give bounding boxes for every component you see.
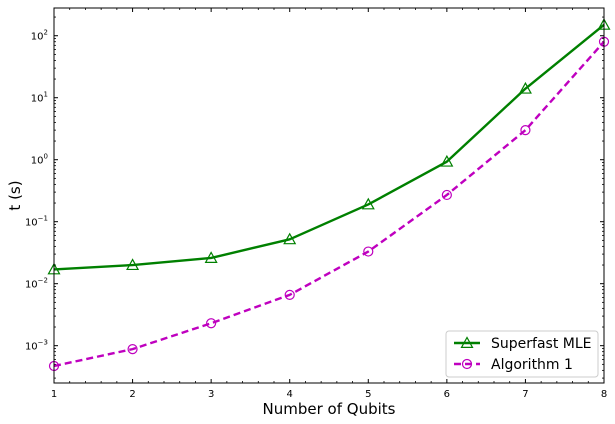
x-tick-label: 8: [601, 389, 607, 400]
legend-box: [445, 330, 599, 378]
data-point: [204, 251, 218, 263]
y-tick-exponent: 2: [44, 29, 48, 37]
y-tick-base: 10: [31, 94, 44, 105]
y-tick-exponent: 0: [44, 153, 48, 161]
legend-marker: [460, 336, 474, 348]
x-axis-title: Number of Qubits: [263, 400, 396, 418]
y-tick-label: 102: [31, 29, 48, 43]
data-point: [127, 344, 138, 355]
data-point: [518, 81, 532, 94]
y-tick-base: 10: [25, 280, 38, 291]
x-tick-labels: 1 2 3 4 5 6 7 8: [51, 389, 607, 400]
data-point: [283, 232, 297, 245]
data-point: [361, 197, 375, 210]
data-point: [363, 246, 374, 257]
data-point: [520, 125, 531, 136]
x-tick-label: 7: [522, 389, 528, 400]
y-tick-exponent: −3: [38, 339, 48, 347]
series-line: [53, 23, 605, 271]
y-tick-exponent: 1: [44, 91, 48, 99]
x-tick-label: 6: [444, 389, 450, 400]
legend-entries: Superfast MLE Algorithm 1: [454, 336, 591, 373]
minor-ticks: [54, 8, 604, 383]
series-line: [53, 40, 605, 368]
y-tick-label: 10−3: [25, 339, 48, 353]
x-tick-label: 4: [287, 389, 293, 400]
data-point: [126, 258, 140, 271]
legend-marker: [461, 358, 473, 370]
y-tick-exponent: −2: [38, 277, 48, 285]
x-tick-label: 1: [51, 389, 57, 400]
series-layer: [47, 18, 611, 372]
plot-frame: [53, 7, 605, 384]
y-tick-label: 10−1: [25, 215, 48, 229]
y-tick-label: 101: [31, 91, 48, 105]
y-tick-base: 10: [31, 156, 44, 167]
x-tick-label: 5: [365, 389, 371, 400]
legend-entry-0: Superfast MLE: [454, 336, 591, 352]
legend-label: Algorithm 1: [491, 357, 573, 373]
x-tick-label: 2: [129, 389, 135, 400]
y-tick-base: 10: [25, 342, 38, 353]
y-tick-exponent: −1: [38, 215, 48, 223]
data-point: [284, 289, 295, 300]
major-ticks: [53, 8, 605, 383]
x-tick-label: 3: [208, 389, 214, 400]
data-point: [440, 154, 454, 167]
y-tick-label: 10−2: [25, 277, 48, 291]
y-tick-base: 10: [25, 218, 38, 229]
y-tick-label: 100: [31, 153, 48, 167]
y-tick-base: 10: [31, 32, 44, 43]
legend-entry-1: Algorithm 1: [454, 357, 573, 373]
y-axis-title: t (s): [6, 180, 24, 210]
series-0: [47, 18, 611, 275]
legend-label: Superfast MLE: [491, 336, 591, 352]
series-1: [48, 36, 610, 372]
legend: Superfast MLE Algorithm 1: [445, 330, 599, 378]
data-point: [206, 318, 217, 329]
data-point: [441, 189, 452, 201]
